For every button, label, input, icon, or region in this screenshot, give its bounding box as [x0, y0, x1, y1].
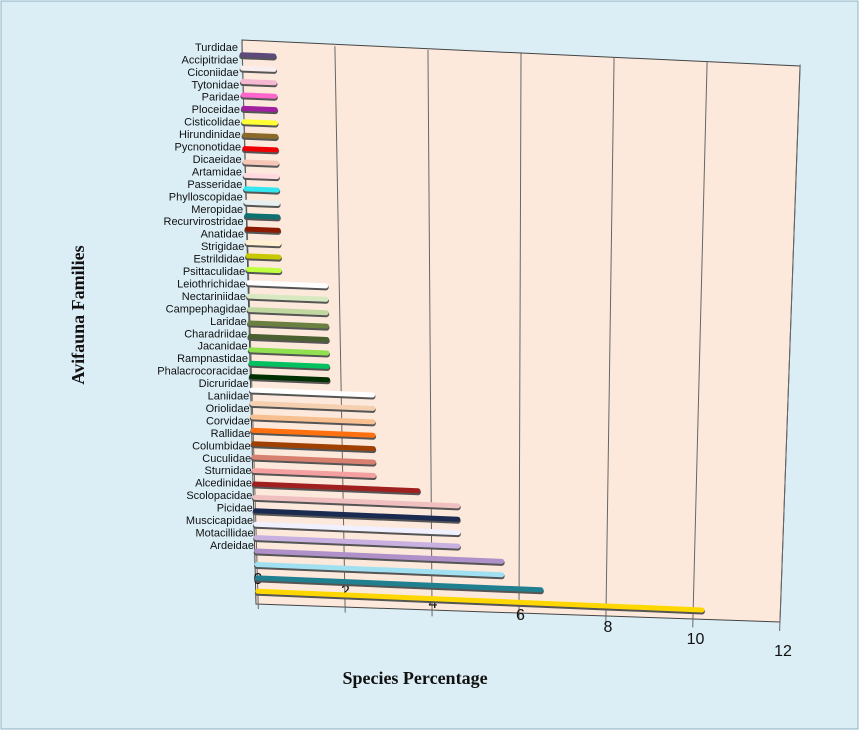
bar: [251, 468, 377, 479]
y-tick-label: Phalacrocoracidae: [157, 366, 248, 378]
x-tick-label: 8: [604, 619, 613, 636]
x-tick-label: 10: [687, 631, 705, 648]
y-tick-label: Oriolidae: [206, 403, 250, 415]
bar: [245, 240, 282, 247]
y-tick-label: Alcedinidae: [195, 478, 252, 490]
y-tick-label: Strigidae: [201, 241, 244, 253]
bar: [244, 226, 281, 233]
bar: [240, 92, 278, 99]
y-tick-label: Scolopacidae: [186, 490, 252, 502]
bar: [248, 347, 330, 356]
grid-line: [779, 64, 801, 632]
bar: [242, 146, 279, 153]
bar: [242, 159, 280, 166]
bar: [254, 575, 544, 593]
y-tick-label: Motacillidae: [196, 527, 254, 539]
y-tick-label: Cisticolidae: [184, 117, 240, 129]
bar: [245, 253, 282, 260]
bar: [252, 508, 461, 522]
y-tick-label: Ploceidae: [192, 104, 240, 116]
y-tick-label: Passeridae: [187, 179, 242, 191]
y-tick-label: Meropidae: [191, 204, 243, 216]
y-tick-label: Sturnidae: [205, 465, 252, 477]
bar: [245, 266, 282, 274]
y-tick-label: Charadriidae: [184, 328, 247, 340]
y-tick-label: Dicruridae: [199, 378, 249, 390]
bar: [254, 548, 505, 564]
grid-line: [692, 60, 708, 628]
bar: [252, 494, 461, 509]
y-tick-label: Dicaeidae: [193, 154, 242, 166]
y-tick-label: Rallidae: [211, 428, 251, 440]
bar: [249, 387, 375, 398]
bar: [253, 521, 461, 536]
bar: [243, 172, 280, 180]
bar: [254, 561, 505, 578]
y-tick-label: Hirundinidae: [179, 129, 241, 141]
bar: [240, 79, 277, 86]
y-tick-label: Jacanidae: [197, 341, 247, 353]
y-tick-label: Anatidae: [201, 229, 244, 241]
y-tick-label: Picidae: [217, 503, 253, 515]
y-tick-label: Ardeidae: [210, 540, 254, 552]
y-tick-label: Accipitridae: [182, 54, 239, 66]
grid-line: [605, 57, 615, 624]
bar: [255, 588, 705, 613]
bar: [241, 105, 278, 113]
x-tick-label: 12: [774, 643, 792, 660]
bar: [251, 441, 376, 452]
y-tick-label: Artamidae: [192, 166, 242, 178]
y-tick-label: Laniidae: [208, 391, 250, 403]
bar: [247, 333, 330, 343]
bar: [247, 307, 329, 316]
y-tick-label: Tytonidae: [191, 79, 239, 91]
x-axis-title: Species Percentage: [342, 668, 487, 688]
y-tick-label: Turdidae: [195, 42, 238, 54]
bar: [251, 454, 376, 465]
y-tick-label: Muscicapidae: [186, 515, 253, 527]
y-tick-label: Ciconiidae: [187, 67, 238, 79]
y-tick-label: Cuculidae: [202, 453, 251, 465]
bar: [243, 186, 280, 193]
y-tick-label: Recurvirostridae: [164, 216, 244, 228]
bar: [244, 213, 281, 220]
y-tick-label: Pycnonotidae: [175, 142, 242, 154]
bar: [250, 414, 376, 425]
x-tick-label: 4: [429, 595, 438, 612]
y-tick-label: Psittaculidae: [183, 266, 245, 278]
bar: [243, 199, 281, 207]
bar: [241, 119, 278, 126]
bar: [252, 481, 421, 494]
bar: [253, 535, 461, 549]
bar: [247, 320, 329, 329]
y-tick-label: Paridae: [202, 92, 240, 104]
y-tick-label: Columbidae: [192, 440, 251, 452]
y-tick-label: Estrildidae: [193, 254, 244, 266]
y-tick-label: Nectariniidae: [182, 291, 246, 303]
y-tick-label: Phylloscopidae: [169, 191, 243, 203]
bar: [239, 52, 277, 59]
bar: [249, 400, 376, 411]
grid-line: [518, 53, 522, 621]
bar: [242, 132, 279, 139]
y-tick-label: Laridae: [210, 316, 247, 328]
y-tick-label: Campephagidae: [166, 303, 247, 315]
y-axis-title: Avifauna Families: [68, 245, 88, 384]
bar: [248, 360, 330, 369]
y-tick-label: Leiothrichidae: [177, 278, 246, 290]
bar: [240, 65, 277, 72]
bar: [250, 427, 376, 438]
x-tick-label: 2: [341, 583, 350, 600]
bar: [249, 374, 331, 383]
bar: [246, 280, 329, 289]
y-tick-label: Corvidae: [206, 415, 250, 427]
y-tick-label: Rampnastidae: [177, 353, 248, 365]
bar: [246, 293, 329, 302]
x-tick-label: 6: [516, 607, 525, 624]
